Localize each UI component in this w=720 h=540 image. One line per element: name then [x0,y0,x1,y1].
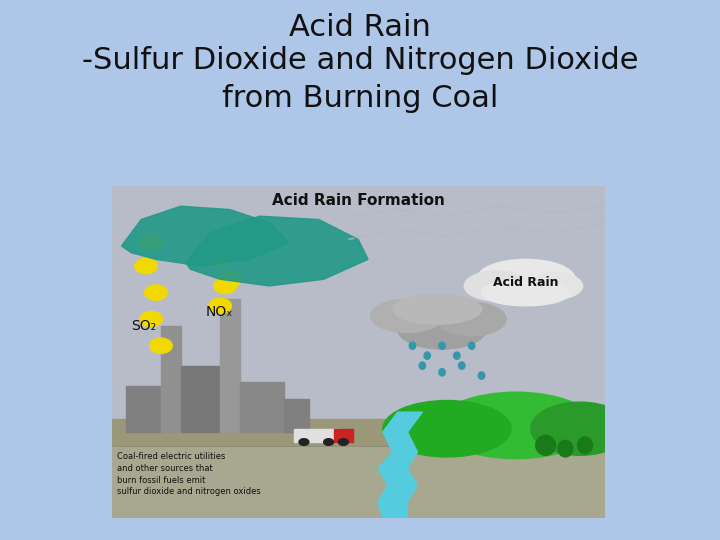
Ellipse shape [577,437,593,454]
Circle shape [209,298,231,314]
Circle shape [214,278,236,294]
Ellipse shape [482,279,570,306]
Text: Acid Rain: Acid Rain [289,14,431,43]
Circle shape [338,438,348,445]
Ellipse shape [437,392,595,458]
Ellipse shape [437,302,506,336]
Bar [294,429,338,442]
Ellipse shape [469,342,475,349]
Circle shape [324,438,333,445]
Circle shape [150,338,172,353]
Ellipse shape [459,362,465,369]
Ellipse shape [438,342,445,349]
Ellipse shape [528,273,582,299]
Text: NOₓ: NOₓ [205,306,233,320]
Text: from Burning Coal: from Burning Coal [222,84,498,113]
Ellipse shape [383,401,511,457]
Bar [161,326,181,432]
Polygon shape [186,216,368,286]
Bar [112,432,605,445]
Bar [181,366,220,432]
Circle shape [299,438,309,445]
Bar [333,429,354,442]
Circle shape [140,235,163,251]
Ellipse shape [464,271,528,301]
Ellipse shape [477,259,575,299]
Ellipse shape [478,372,485,379]
Ellipse shape [454,352,460,359]
Text: -Sulfur Dioxide and Nitrogen Dioxide: -Sulfur Dioxide and Nitrogen Dioxide [82,46,638,75]
Circle shape [140,312,163,327]
Ellipse shape [392,294,482,324]
Circle shape [209,252,231,267]
Ellipse shape [419,362,426,369]
Ellipse shape [536,435,556,455]
Ellipse shape [531,402,629,455]
Ellipse shape [409,342,415,349]
Bar [284,399,309,432]
Bar [240,382,284,432]
Text: Acid Rain: Acid Rain [493,276,559,289]
Ellipse shape [558,440,572,457]
Ellipse shape [438,369,445,376]
Text: Coal-fired electric utilities
and other sources that
burn fossil fuels emit
sulf: Coal-fired electric utilities and other … [117,452,261,496]
Polygon shape [378,412,423,518]
Text: SO₂: SO₂ [131,319,156,333]
Bar [112,419,388,446]
Ellipse shape [424,352,431,359]
Text: Acid Rain Formation: Acid Rain Formation [271,193,445,208]
Circle shape [219,272,241,287]
Circle shape [135,258,158,274]
Ellipse shape [371,299,444,333]
Ellipse shape [397,309,487,349]
Bar [220,299,240,432]
Bar [112,426,605,518]
Polygon shape [122,206,289,266]
Circle shape [145,285,167,300]
Bar [127,386,161,432]
